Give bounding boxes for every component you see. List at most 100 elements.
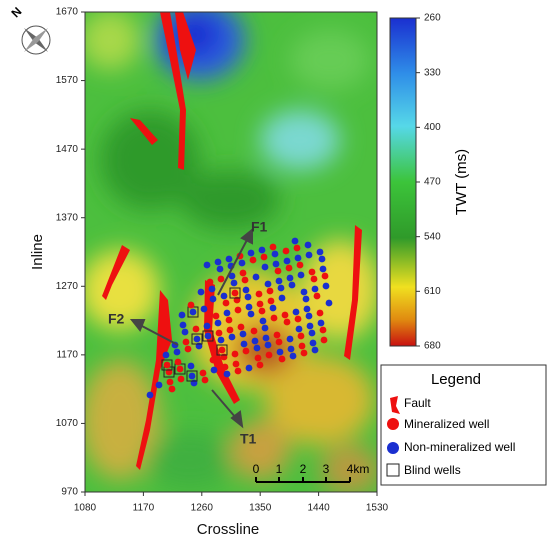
mineralized-well — [215, 329, 223, 337]
non-mineralized-well — [225, 255, 233, 263]
non-mineralized-well — [291, 237, 299, 245]
colorbar-tick-label: 610 — [424, 286, 441, 297]
annotations — [129, 227, 253, 429]
mineralized-well — [249, 256, 257, 264]
non-mineralized-well — [188, 372, 196, 380]
y-tick-label: 1170 — [56, 349, 78, 360]
non-mineralized-well — [228, 333, 236, 341]
non-mineralized-well — [319, 265, 327, 273]
non-mineralized-well — [204, 332, 212, 340]
mineralized-well — [308, 268, 316, 276]
mineralized-well — [218, 346, 226, 354]
non-mineralized-well — [283, 257, 291, 265]
non-mineralized-well — [294, 254, 302, 262]
mineralized-well — [231, 350, 239, 358]
non-mineralized-well — [269, 304, 277, 312]
mineralized-well — [174, 358, 182, 366]
mineralized-well — [254, 354, 262, 362]
legend-non-mineralized-icon — [387, 442, 399, 454]
mineralized-well — [296, 261, 304, 269]
blind-well — [229, 287, 241, 299]
non-mineralized-well — [214, 319, 222, 327]
non-mineralized-well — [181, 328, 189, 336]
non-mineralized-well — [272, 260, 280, 268]
blind-well — [202, 330, 214, 342]
non-mineralized-well — [297, 271, 305, 279]
non-mineralized-well — [228, 272, 236, 280]
non-mineralized-well — [278, 294, 286, 302]
mineralized-well — [187, 301, 195, 309]
mineralized-well — [256, 361, 264, 369]
non-mineralized-well — [200, 305, 208, 313]
y-tick-label: 1470 — [56, 144, 79, 155]
non-mineralized-well — [264, 341, 272, 349]
legend-item: Mineralized well — [404, 417, 489, 431]
mineralized-well — [298, 342, 306, 350]
legend-fault-icon — [390, 396, 400, 414]
mineralized-well — [199, 369, 207, 377]
legend-box — [380, 364, 547, 486]
mineralized-well — [274, 267, 282, 275]
scale-label: 0 — [253, 462, 260, 476]
mineralized-well — [310, 275, 318, 283]
mineralized-well — [163, 361, 171, 369]
x-axis-label: Crossline — [197, 521, 260, 538]
mineralized-well — [297, 332, 305, 340]
non-mineralized-well — [292, 308, 300, 316]
mineralized-well — [266, 287, 274, 295]
non-mineralized-well — [322, 282, 330, 290]
colorbar-tick-label: 260 — [424, 13, 441, 24]
non-mineralized-well — [288, 281, 296, 289]
non-mineralized-well — [220, 292, 228, 300]
scale-label: 3 — [323, 462, 330, 476]
mineralized-well — [269, 243, 277, 251]
blind-well — [216, 344, 228, 356]
colorbar-label: TWT (ms) — [453, 149, 470, 215]
non-mineralized-well — [305, 251, 313, 259]
non-mineralized-well — [306, 322, 314, 330]
non-mineralized-well — [304, 241, 312, 249]
non-mineralized-well — [289, 352, 297, 360]
scale-label: 1 — [276, 462, 283, 476]
y-tick-label: 970 — [61, 487, 78, 498]
mineralized-well — [283, 318, 291, 326]
blind-well — [191, 333, 203, 345]
non-mineralized-well — [309, 339, 317, 347]
scale-label: 2 — [300, 462, 307, 476]
non-mineralized-well — [276, 348, 284, 356]
colorbar-tick-label: 540 — [424, 231, 441, 242]
non-mineralized-well — [316, 248, 324, 256]
non-mineralized-well — [317, 319, 325, 327]
mineralized-well — [278, 355, 286, 363]
compass-label: N — [8, 4, 24, 20]
non-mineralized-well — [240, 340, 248, 348]
mineralized-well — [237, 323, 245, 331]
non-mineralized-well — [197, 288, 205, 296]
mineralized-well — [192, 325, 200, 333]
non-mineralized-well — [262, 334, 270, 342]
y-tick-label: 1370 — [56, 212, 79, 223]
mineralized-well — [260, 253, 268, 261]
non-mineralized-well — [295, 325, 303, 333]
colorbar-tick-label: 400 — [424, 122, 441, 133]
non-mineralized-well — [216, 265, 224, 273]
mineralized-well — [319, 326, 327, 334]
scale-bar — [255, 477, 351, 483]
colorbar-tick-label: 330 — [424, 67, 441, 78]
y-tick-label: 1070 — [56, 418, 79, 429]
twt-heatmap — [85, 12, 377, 492]
mineralized-well — [166, 378, 174, 386]
mineralized-well — [212, 312, 220, 320]
non-mineralized-well — [238, 259, 246, 267]
non-mineralized-well — [303, 305, 311, 313]
legend-item: Fault — [404, 396, 431, 410]
non-mineralized-well — [193, 335, 201, 343]
mineralized-well — [285, 264, 293, 272]
non-mineralized-well — [253, 344, 261, 352]
mineralized-well — [270, 314, 278, 322]
non-mineralized-well — [203, 261, 211, 269]
mineralized-well — [273, 331, 281, 339]
mineralized-well — [231, 289, 239, 297]
mineralized-well — [239, 269, 247, 277]
